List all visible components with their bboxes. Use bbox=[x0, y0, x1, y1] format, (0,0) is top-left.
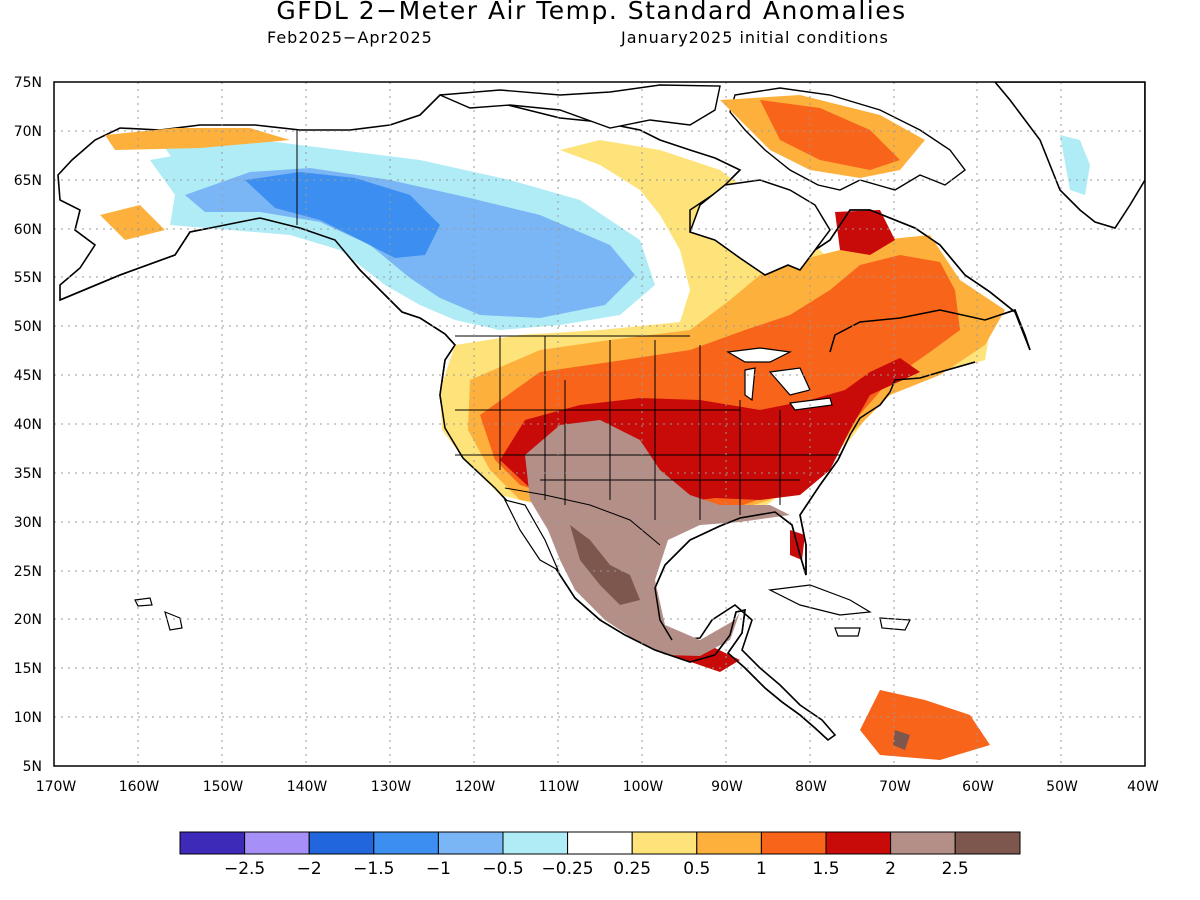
colorbar-label: −1 bbox=[426, 859, 451, 879]
shading-positive bbox=[100, 95, 1005, 760]
colorbar-box-0 bbox=[179, 831, 246, 855]
colorbar-label: −0.25 bbox=[542, 859, 594, 879]
colorbar-label: −2 bbox=[297, 859, 322, 879]
colorbar-box-12 bbox=[954, 831, 1021, 855]
north-america bbox=[57, 82, 1145, 760]
colorbar-box-5 bbox=[502, 831, 569, 855]
lon-label: 50W bbox=[1046, 779, 1078, 795]
lat-label: 35N bbox=[14, 466, 42, 482]
lon-label: 40W bbox=[1127, 779, 1159, 795]
lat-label: 40N bbox=[14, 417, 42, 433]
colorbar-box-11 bbox=[890, 831, 956, 855]
lat-label: 45N bbox=[14, 368, 42, 384]
anomaly-field bbox=[54, 82, 1145, 766]
lat-label: 25N bbox=[14, 564, 42, 580]
colorbar-label: 2 bbox=[885, 859, 896, 879]
lon-label: 80W bbox=[795, 779, 827, 795]
lon-label: 170W bbox=[36, 779, 77, 795]
latitude-labels: 75N 70N 65N 60N 55N 50N 45N 40N 35N 30N … bbox=[14, 75, 42, 775]
colorbar-labels: −2.5 −2 −1.5 −1 −0.5 −0.25 0.25 0.5 1 1.… bbox=[224, 859, 969, 879]
colorbar-label: 2.5 bbox=[942, 859, 969, 879]
hawaii bbox=[134, 597, 183, 631]
colorbar-box-7 bbox=[631, 831, 698, 855]
lat-label: 70N bbox=[14, 124, 42, 140]
lon-label: 130W bbox=[371, 779, 412, 795]
lat-label: 30N bbox=[14, 515, 42, 531]
colorbar-box-8 bbox=[696, 831, 762, 855]
great-lakes bbox=[726, 347, 833, 411]
colorbar-box-4 bbox=[437, 831, 504, 855]
hudson-bay bbox=[689, 179, 831, 276]
lon-label: 100W bbox=[623, 779, 664, 795]
colorbar-box-10 bbox=[825, 831, 892, 855]
colorbar-label: −2.5 bbox=[224, 859, 265, 879]
lat-label: 55N bbox=[14, 270, 42, 286]
map-frame bbox=[53, 81, 1146, 767]
lon-label: 150W bbox=[203, 779, 244, 795]
lat-label: 50N bbox=[14, 319, 42, 335]
lon-label: 140W bbox=[287, 779, 328, 795]
lat-label: 65N bbox=[14, 173, 42, 189]
graticule bbox=[54, 82, 1145, 766]
lon-label: 110W bbox=[539, 779, 580, 795]
colorbar-box-1 bbox=[244, 831, 310, 855]
caribbean-islands bbox=[767, 584, 911, 637]
colorbar-box-3 bbox=[373, 831, 439, 855]
colorbar bbox=[179, 831, 1021, 855]
colorbar-label: 0.5 bbox=[683, 859, 710, 879]
colorbar-box-6 bbox=[567, 831, 633, 855]
lat-label: 20N bbox=[14, 612, 42, 628]
lat-label: 5N bbox=[23, 759, 42, 775]
colorbar-box-9 bbox=[760, 831, 827, 855]
initial-conditions: January2025 initial conditions bbox=[621, 28, 889, 47]
longitude-labels: 170W 160W 150W 140W 130W 120W 110W 100W … bbox=[36, 779, 1159, 795]
lat-label: 10N bbox=[14, 710, 42, 726]
forecast-period: Feb2025−Apr2025 bbox=[267, 28, 433, 47]
lon-label: 120W bbox=[455, 779, 496, 795]
colorbar-box-2 bbox=[308, 831, 375, 855]
lat-label: 15N bbox=[14, 661, 42, 677]
colorbar-label: −0.5 bbox=[482, 859, 523, 879]
colorbar-label: 1 bbox=[756, 859, 767, 879]
colorbar-label: 0.25 bbox=[613, 859, 651, 879]
lon-label: 70W bbox=[879, 779, 911, 795]
lon-label: 60W bbox=[962, 779, 994, 795]
colorbar-label: 1.5 bbox=[812, 859, 839, 879]
lat-label: 75N bbox=[14, 75, 42, 91]
lon-label: 90W bbox=[711, 779, 743, 795]
lat-label: 60N bbox=[14, 222, 42, 238]
lon-label: 160W bbox=[119, 779, 160, 795]
colorbar-label: −1.5 bbox=[353, 859, 394, 879]
political-borders bbox=[296, 130, 840, 546]
arctic-islands bbox=[439, 84, 721, 129]
map-title: GFDL 2−Meter Air Temp. Standard Anomalie… bbox=[276, 0, 907, 25]
